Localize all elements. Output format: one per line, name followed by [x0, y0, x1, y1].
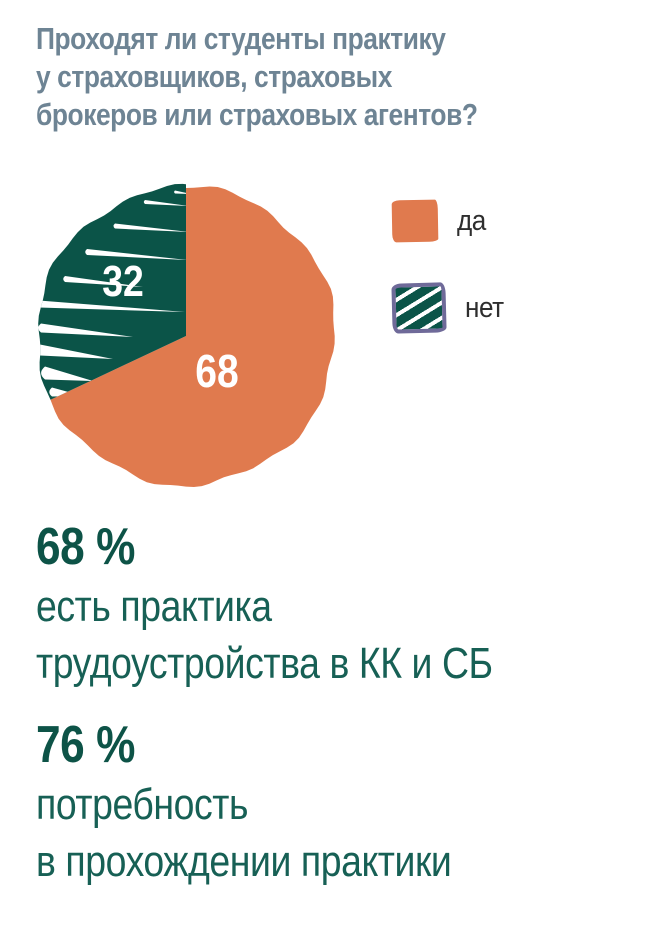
legend-label-no: нет	[465, 291, 504, 324]
hatch-stroke	[38, 300, 185, 312]
pie-slice-label-нет: 32	[102, 256, 144, 306]
hatch-stroke	[174, 190, 187, 194]
stat-68-line-2: трудоустройства в КК и СБ	[36, 639, 493, 688]
hatch-stroke	[85, 249, 187, 260]
hatch-stroke	[63, 276, 144, 287]
stat-block-76: 76 % потребность в прохождении практики	[36, 714, 452, 890]
stat-68-line-1: есть практика	[36, 582, 272, 631]
pie-slice-да	[50, 186, 335, 487]
title-line-3: брокеров или страховых агентов?	[36, 97, 478, 132]
pie-slice-label-да: 68	[195, 346, 238, 398]
legend-swatch-no	[391, 282, 447, 334]
legend-swatch-yes	[391, 199, 439, 243]
stat-block-68: 68 % есть практика трудоустройства в КК …	[36, 516, 493, 692]
stat-value-68: 68 %	[36, 518, 136, 576]
stat-value-76: 76 %	[36, 716, 136, 774]
chart-question-title: Проходят ли студенты практику у страховщ…	[36, 20, 478, 134]
title-line-1: Проходят ли студенты практику	[36, 21, 446, 56]
stat-76-line-1: потребность	[36, 780, 249, 829]
stat-76-line-2: в прохождении практики	[36, 837, 452, 886]
hatch-stroke	[113, 223, 187, 232]
hatch-stroke	[143, 200, 187, 206]
title-line-2: у страховщиков, страховых	[36, 59, 392, 94]
pie-slice-нет	[38, 183, 187, 400]
legend-label-yes: да	[457, 204, 486, 237]
hatch-stroke	[38, 344, 113, 359]
hatch-stroke	[38, 323, 133, 337]
pie-chart-svg: 68 32	[38, 183, 335, 487]
pie-chart: 68 32	[25, 180, 345, 500]
legend-item-yes: да	[391, 199, 489, 243]
legend-item-no: нет	[391, 282, 508, 334]
hatch-stroke	[41, 366, 93, 381]
